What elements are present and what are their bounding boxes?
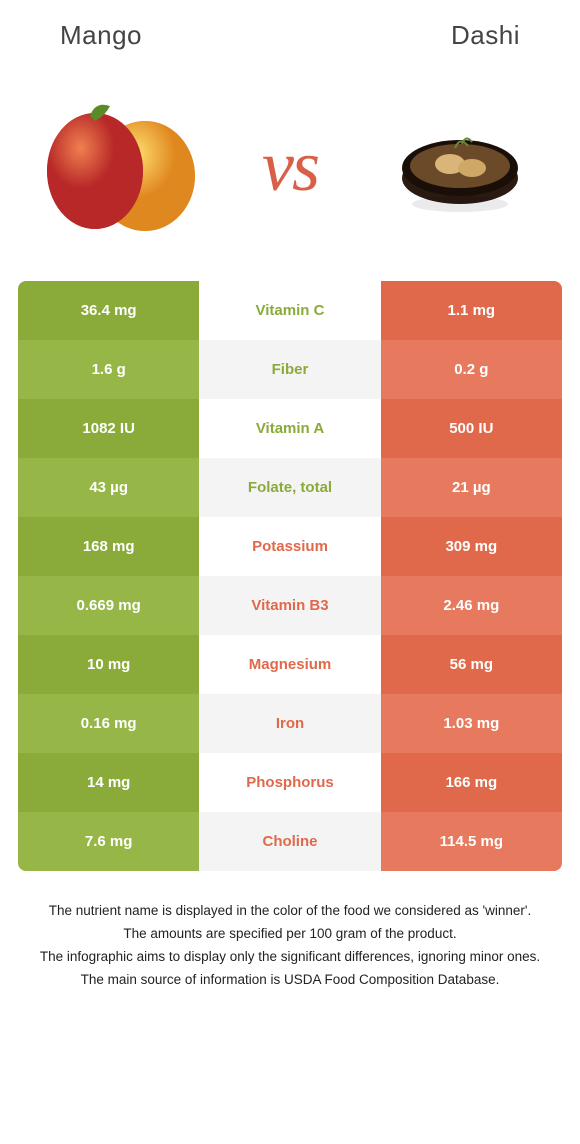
- right-value: 500 IU: [381, 399, 562, 458]
- nutrient-label: Magnesium: [199, 635, 380, 694]
- table-row: 0.669 mgVitamin B32.46 mg: [18, 576, 562, 635]
- dashi-image: [370, 86, 550, 246]
- nutrient-label: Vitamin C: [199, 281, 380, 340]
- mango-image: [30, 86, 210, 246]
- table-row: 1082 IUVitamin A500 IU: [18, 399, 562, 458]
- table-row: 14 mgPhosphorus166 mg: [18, 753, 562, 812]
- left-food-title: Mango: [60, 20, 142, 51]
- table-row: 7.6 mgCholine114.5 mg: [18, 812, 562, 871]
- header: Mango Dashi: [0, 0, 580, 61]
- right-value: 1.1 mg: [381, 281, 562, 340]
- right-value: 2.46 mg: [381, 576, 562, 635]
- comparison-table: 36.4 mgVitamin C1.1 mg1.6 gFiber0.2 g108…: [18, 281, 562, 871]
- table-row: 10 mgMagnesium56 mg: [18, 635, 562, 694]
- nutrient-label: Iron: [199, 694, 380, 753]
- nutrient-label: Fiber: [199, 340, 380, 399]
- left-value: 7.6 mg: [18, 812, 199, 871]
- left-value: 10 mg: [18, 635, 199, 694]
- footnotes: The nutrient name is displayed in the co…: [0, 871, 580, 991]
- right-value: 309 mg: [381, 517, 562, 576]
- nutrient-label: Potassium: [199, 517, 380, 576]
- footnote-line: The main source of information is USDA F…: [30, 970, 550, 991]
- right-value: 21 µg: [381, 458, 562, 517]
- nutrient-label: Phosphorus: [199, 753, 380, 812]
- footnote-line: The infographic aims to display only the…: [30, 947, 550, 968]
- left-value: 36.4 mg: [18, 281, 199, 340]
- hero-section: vs: [0, 61, 580, 281]
- right-value: 0.2 g: [381, 340, 562, 399]
- left-value: 1.6 g: [18, 340, 199, 399]
- right-value: 114.5 mg: [381, 812, 562, 871]
- nutrient-label: Vitamin B3: [199, 576, 380, 635]
- right-food-title: Dashi: [451, 20, 520, 51]
- left-value: 14 mg: [18, 753, 199, 812]
- left-value: 1082 IU: [18, 399, 199, 458]
- left-value: 43 µg: [18, 458, 199, 517]
- left-value: 0.16 mg: [18, 694, 199, 753]
- nutrient-label: Vitamin A: [199, 399, 380, 458]
- vs-label: vs: [262, 125, 318, 208]
- nutrient-label: Folate, total: [199, 458, 380, 517]
- right-value: 1.03 mg: [381, 694, 562, 753]
- right-value: 56 mg: [381, 635, 562, 694]
- table-row: 36.4 mgVitamin C1.1 mg: [18, 281, 562, 340]
- table-row: 1.6 gFiber0.2 g: [18, 340, 562, 399]
- left-value: 168 mg: [18, 517, 199, 576]
- table-row: 0.16 mgIron1.03 mg: [18, 694, 562, 753]
- left-value: 0.669 mg: [18, 576, 199, 635]
- footnote-line: The nutrient name is displayed in the co…: [30, 901, 550, 922]
- table-row: 43 µgFolate, total21 µg: [18, 458, 562, 517]
- right-value: 166 mg: [381, 753, 562, 812]
- footnote-line: The amounts are specified per 100 gram o…: [30, 924, 550, 945]
- table-row: 168 mgPotassium309 mg: [18, 517, 562, 576]
- nutrient-label: Choline: [199, 812, 380, 871]
